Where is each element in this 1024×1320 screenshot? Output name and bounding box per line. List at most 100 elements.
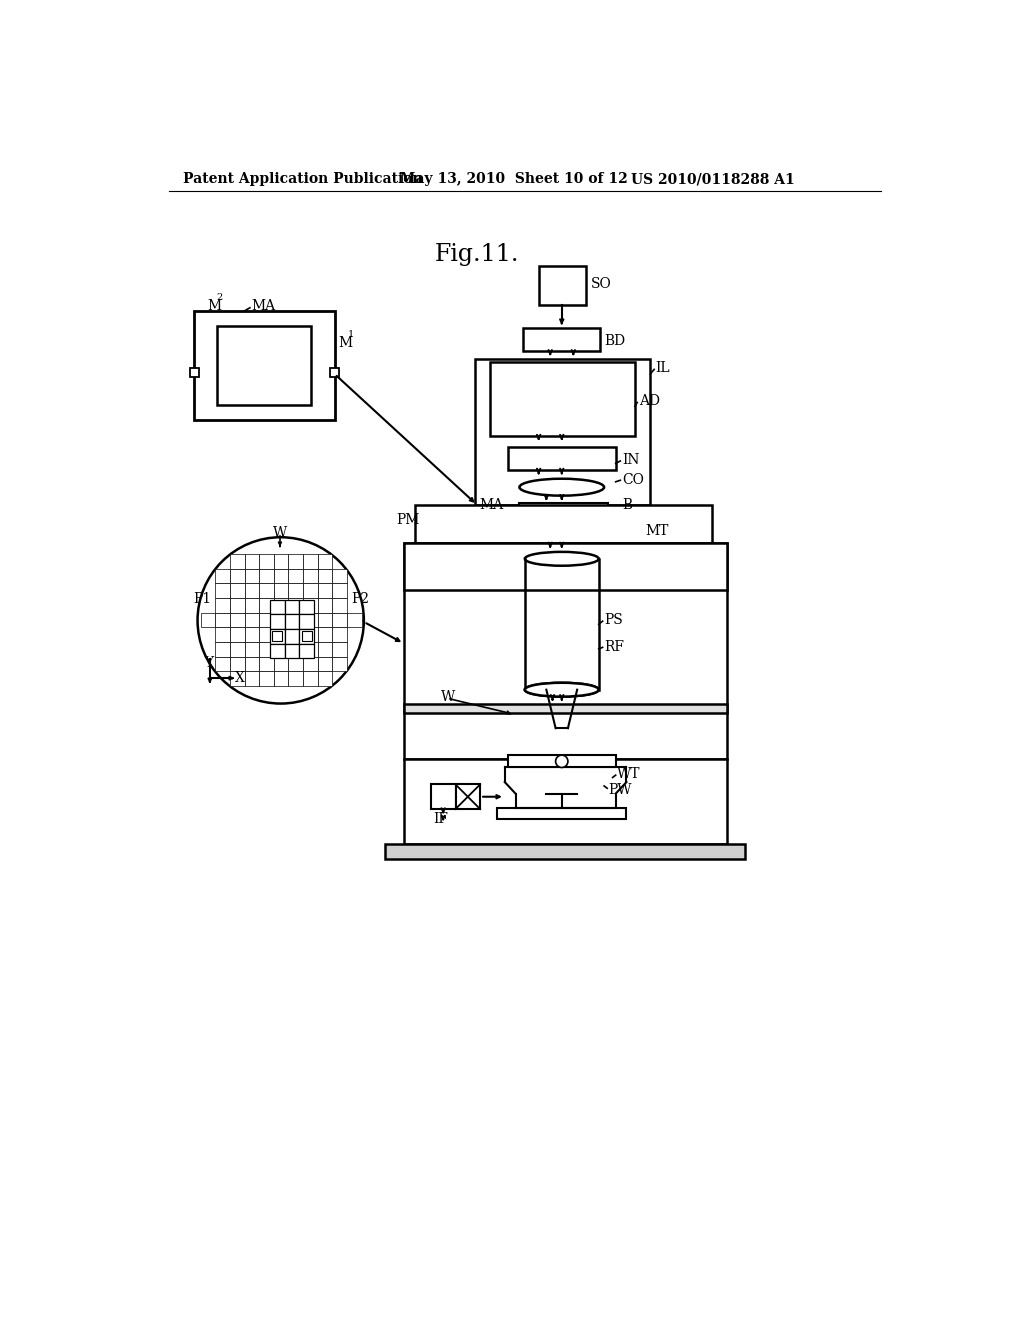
Text: 1: 1 — [348, 330, 354, 339]
Bar — [273, 672, 289, 686]
Bar — [259, 598, 273, 612]
Bar — [270, 614, 285, 628]
Bar — [270, 644, 285, 659]
Text: W: W — [441, 690, 455, 705]
Bar — [303, 598, 317, 612]
Text: Y: Y — [205, 656, 214, 669]
Text: C: C — [273, 616, 281, 626]
Circle shape — [198, 537, 364, 704]
Bar — [259, 569, 273, 583]
Bar — [259, 627, 273, 642]
Bar — [273, 554, 289, 569]
Bar — [270, 599, 285, 614]
Text: C: C — [288, 631, 295, 640]
Bar — [303, 612, 317, 627]
Bar — [259, 554, 273, 569]
Bar — [303, 642, 317, 656]
Bar — [508, 447, 615, 470]
Text: IF: IF — [433, 812, 449, 826]
Bar — [317, 598, 333, 612]
Bar — [273, 627, 289, 642]
Bar — [230, 642, 245, 656]
Bar — [245, 598, 259, 612]
Text: C: C — [288, 645, 295, 655]
Bar — [299, 599, 313, 614]
Bar — [245, 612, 259, 627]
Bar — [303, 656, 317, 671]
Bar — [301, 631, 311, 642]
Bar — [289, 642, 303, 656]
Text: MT: MT — [645, 524, 669, 539]
Text: May 13, 2010  Sheet 10 of 12: May 13, 2010 Sheet 10 of 12 — [400, 172, 628, 186]
Bar — [317, 612, 333, 627]
Bar — [273, 642, 289, 656]
Bar — [333, 627, 347, 642]
Bar — [333, 598, 347, 612]
Polygon shape — [490, 512, 519, 540]
Bar — [299, 628, 313, 644]
Bar — [215, 612, 230, 627]
Bar — [285, 599, 299, 614]
Text: BD: BD — [604, 334, 626, 348]
Bar — [539, 267, 587, 305]
Bar — [245, 642, 259, 656]
Bar — [456, 784, 480, 809]
Ellipse shape — [524, 552, 599, 566]
Bar — [289, 672, 303, 686]
Bar — [289, 583, 303, 598]
Bar — [285, 628, 299, 644]
Bar — [289, 656, 303, 671]
Bar — [289, 612, 303, 627]
Bar — [317, 672, 333, 686]
Bar — [333, 642, 347, 656]
Bar — [416, 506, 712, 544]
Bar — [259, 672, 273, 686]
Text: PM: PM — [396, 513, 420, 527]
Text: WT: WT — [617, 767, 641, 781]
Text: AD: AD — [639, 393, 659, 408]
Bar — [230, 583, 245, 598]
Text: MA: MA — [479, 498, 504, 512]
Bar — [347, 612, 361, 627]
Text: 2: 2 — [217, 293, 223, 302]
Bar — [230, 569, 245, 583]
Bar — [508, 755, 615, 767]
Bar — [403, 544, 727, 759]
Bar — [285, 614, 299, 628]
Text: M: M — [339, 337, 352, 350]
Bar — [403, 544, 727, 590]
Text: C: C — [288, 616, 295, 626]
Text: RF: RF — [604, 640, 624, 655]
Bar — [403, 704, 727, 713]
Text: P1: P1 — [194, 591, 212, 606]
Bar — [431, 784, 456, 809]
Text: PS: PS — [604, 614, 623, 627]
Bar — [285, 644, 299, 659]
Bar — [272, 631, 283, 642]
Text: W: W — [273, 527, 288, 540]
Text: C: C — [302, 602, 310, 611]
Bar — [215, 642, 230, 656]
Bar — [289, 598, 303, 612]
Bar — [273, 656, 289, 671]
Text: SO: SO — [591, 277, 611, 290]
Text: C: C — [288, 602, 295, 611]
Bar — [217, 326, 310, 405]
Bar — [201, 612, 215, 627]
Bar — [317, 656, 333, 671]
Bar — [497, 808, 627, 818]
Bar — [317, 642, 333, 656]
Bar — [299, 644, 313, 659]
Bar — [245, 554, 259, 569]
Bar — [317, 627, 333, 642]
Bar — [289, 569, 303, 583]
Bar — [317, 569, 333, 583]
Bar — [189, 368, 199, 378]
Bar — [273, 583, 289, 598]
Text: US 2010/0118288 A1: US 2010/0118288 A1 — [631, 172, 795, 186]
Bar — [333, 583, 347, 598]
Bar — [259, 656, 273, 671]
Bar — [303, 569, 317, 583]
Bar — [403, 759, 727, 843]
Bar — [273, 612, 289, 627]
